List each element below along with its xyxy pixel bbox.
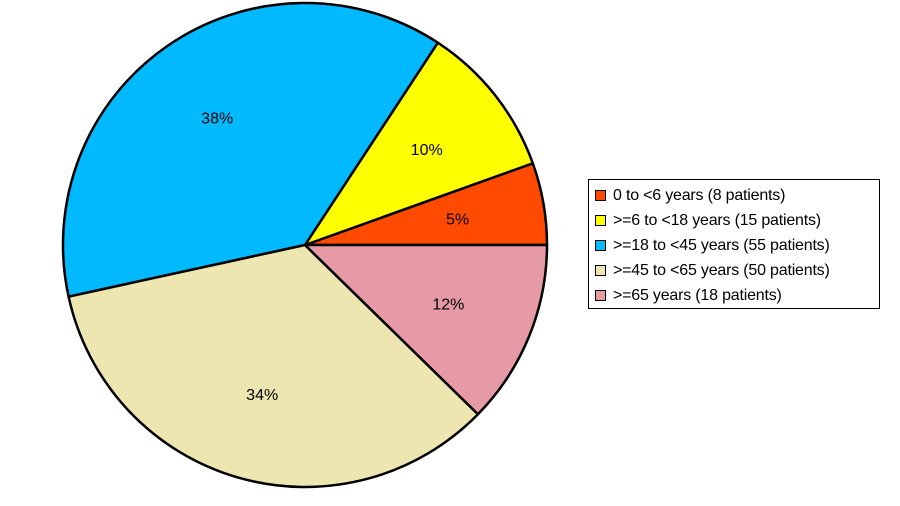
pie-slice [61,1,440,298]
slice-percent-label: 12% [432,297,464,314]
legend-swatch [595,290,606,301]
pie-slice [303,243,549,416]
legend-label: >=6 to <18 years (15 patients) [613,211,821,229]
slice-percent-label: 38% [201,110,233,127]
legend-label: 0 to <6 years (8 patients) [613,186,786,204]
legend-item: 0 to <6 years (8 patients) [595,183,879,208]
legend-swatch [595,265,606,276]
legend-item: >=18 to <45 years (55 patients) [595,233,879,258]
legend-swatch [595,190,606,201]
pie-slice [303,41,535,247]
legend-item: >=45 to <65 years (50 patients) [595,258,879,283]
pie-slices [61,1,549,489]
slice-percent-label: 5% [446,212,469,229]
slice-percent-label: 10% [411,142,443,159]
slice-percent-label: 34% [246,387,278,404]
legend-swatch [595,215,606,226]
legend-swatch [595,240,606,251]
legend-label: >=18 to <45 years (55 patients) [613,236,830,254]
legend: 0 to <6 years (8 patients) >=6 to <18 yea… [588,179,880,309]
legend-label: >=45 to <65 years (50 patients) [613,261,830,279]
pie-slice [67,243,480,489]
legend-item: >=65 years (18 patients) [595,283,879,308]
legend-item: >=6 to <18 years (15 patients) [595,208,879,233]
pie-percent-labels: 5% 10% 38% 34% 12% [201,110,469,404]
legend-label: >=65 years (18 patients) [613,286,782,304]
